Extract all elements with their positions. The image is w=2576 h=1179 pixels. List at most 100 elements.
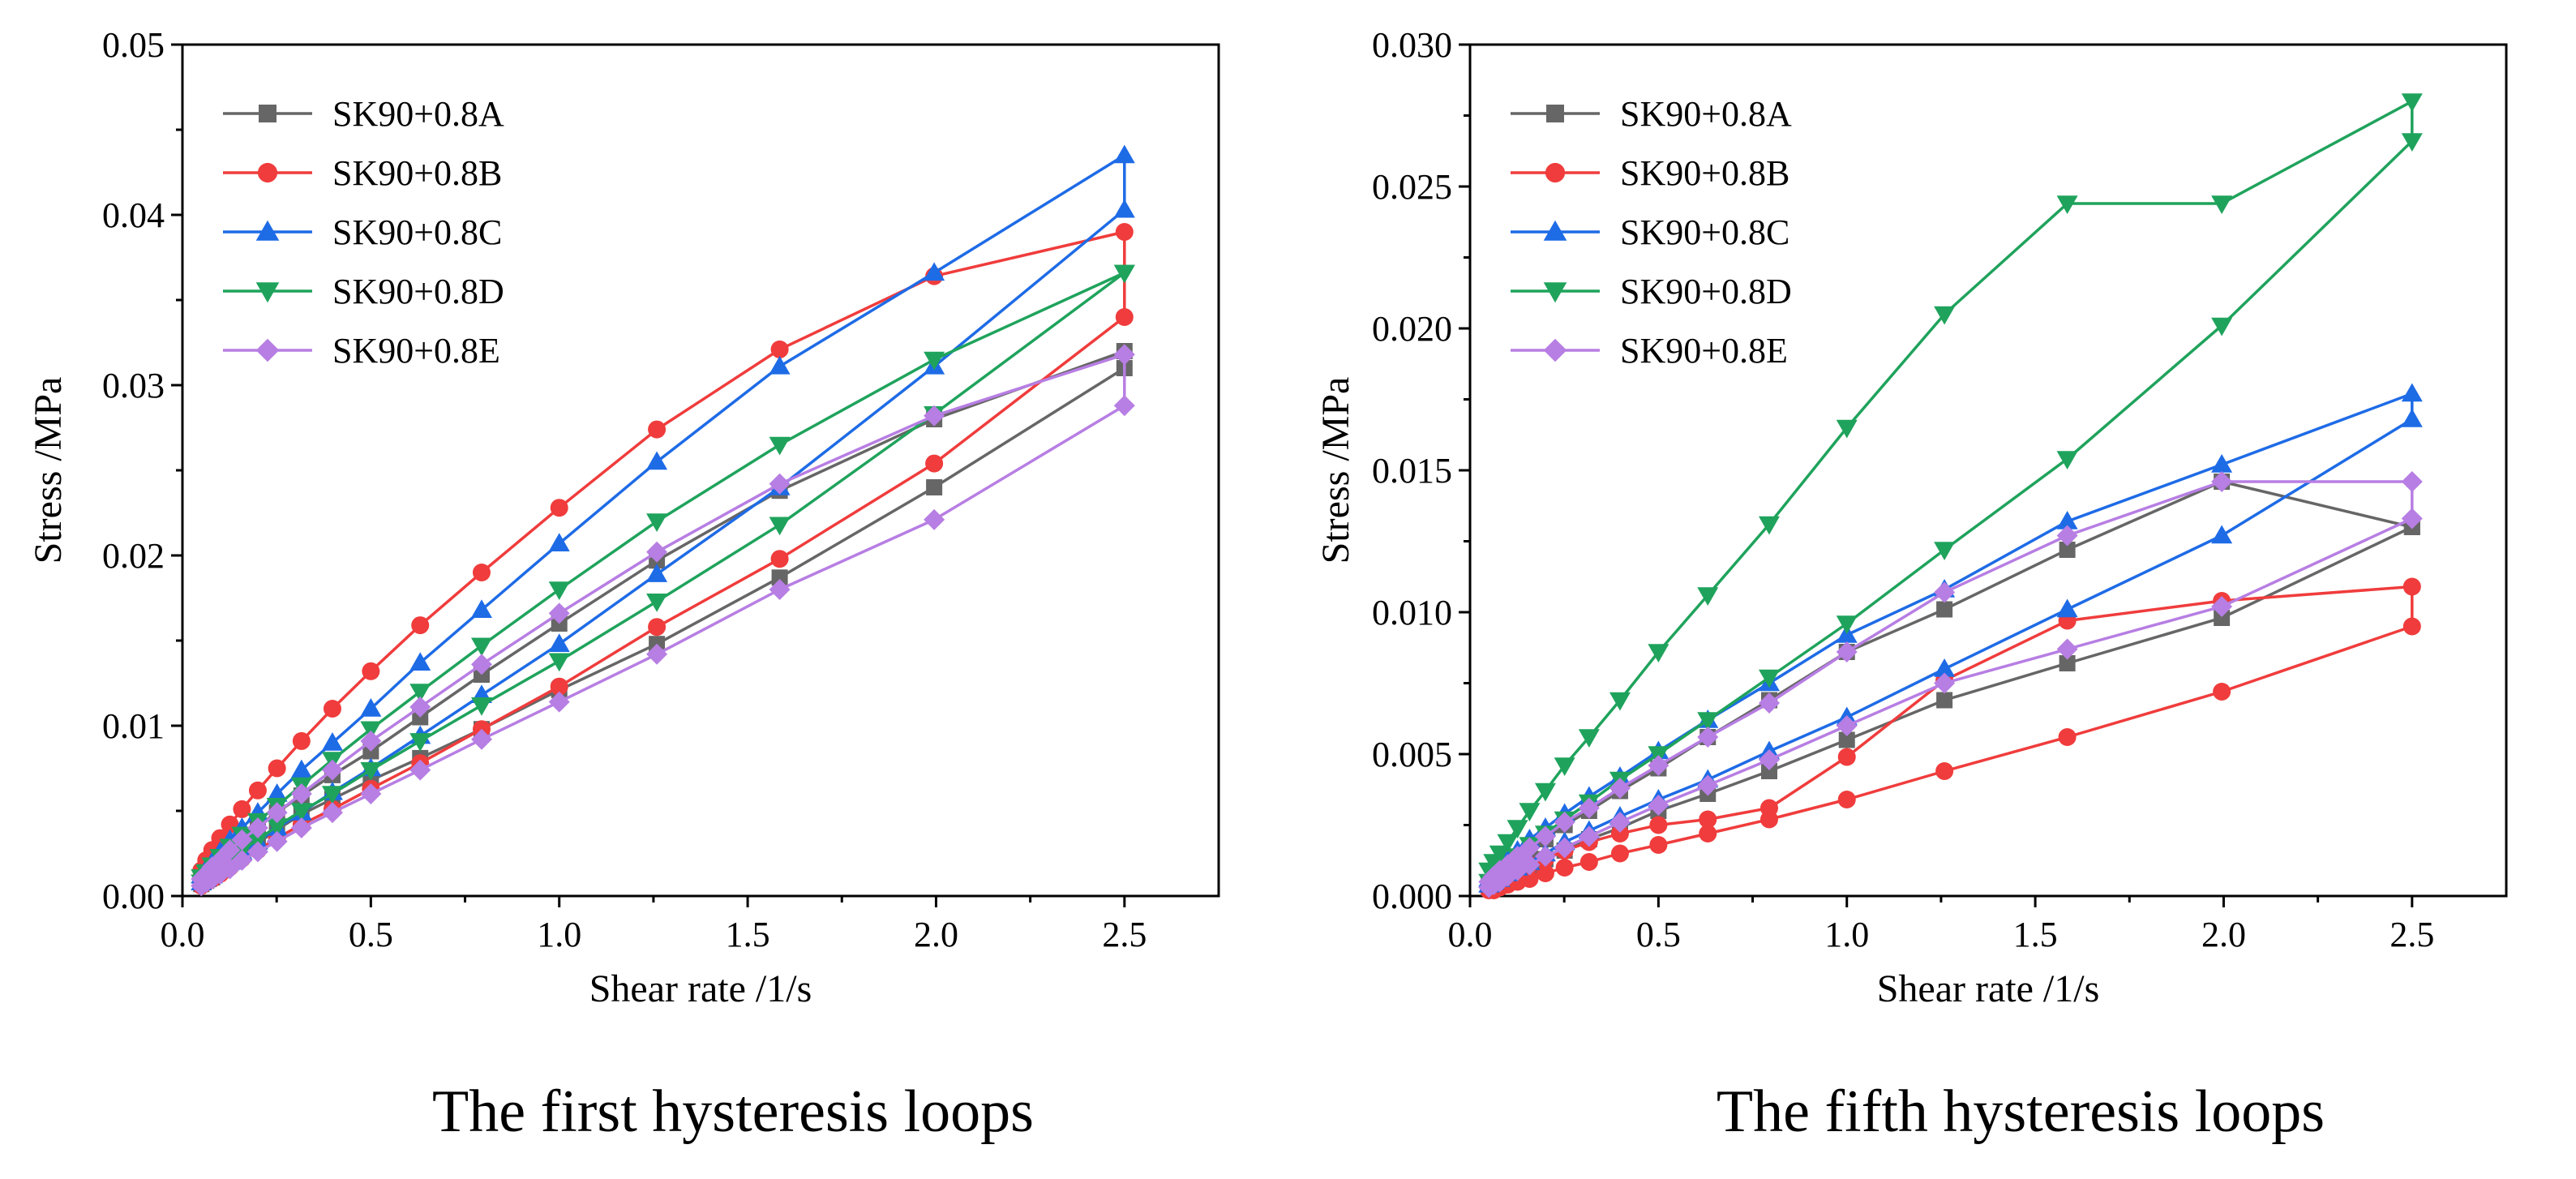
- legend-item: SK90+0.8B: [223, 153, 502, 193]
- legend-item: SK90+0.8C: [1511, 212, 1789, 252]
- data-point: [925, 454, 944, 473]
- data-point: [409, 759, 431, 781]
- data-point: [1697, 774, 1719, 796]
- data-point: [924, 351, 945, 371]
- data-point: [1489, 845, 1511, 864]
- x-tick-label: 2.5: [1102, 915, 1147, 954]
- data-point: [1507, 846, 1528, 867]
- data-point: [1760, 763, 1777, 779]
- data-point: [924, 262, 945, 281]
- data-point: [2056, 511, 2078, 529]
- data-point: [248, 781, 267, 800]
- data-point: [2214, 610, 2231, 626]
- chart-panel-fifth: 0.0 0.5 1.0 1.5 2.0 2.5 0.000 0.005 0.010 0.015 0.…: [1288, 0, 2575, 1175]
- legend-item: SK90+0.8A: [223, 94, 504, 134]
- legend-item: SK90+0.8D: [1511, 272, 1792, 311]
- data-point: [2056, 525, 2078, 547]
- data-point: [2401, 409, 2423, 427]
- y-tick-label: 0.020: [1372, 309, 1452, 349]
- data-point: [360, 730, 382, 752]
- data-point: [266, 818, 288, 837]
- data-point: [926, 479, 943, 495]
- data-point: [1113, 264, 1135, 284]
- data-point: [2401, 471, 2423, 492]
- data-point: [1519, 854, 1541, 876]
- legend-label: SK90+0.8D: [1620, 272, 1792, 311]
- data-point: [548, 581, 570, 600]
- data-point: [191, 875, 212, 897]
- y-tick-label: 0.05: [102, 25, 165, 65]
- data-point: [548, 691, 570, 713]
- legend-label: SK90+0.8B: [1620, 153, 1789, 193]
- x-tick-label: 0.0: [161, 915, 205, 954]
- data-point: [1610, 825, 1629, 842]
- data-point: [548, 633, 570, 652]
- legend: SK90+0.8A SK90+0.8B SK90+0.8C SK90+0.8D SK90…: [223, 94, 504, 371]
- data-point: [2211, 317, 2233, 337]
- data-point: [1113, 344, 1135, 366]
- data-point: [1697, 587, 1719, 606]
- y-axis-title: Stress /MPa: [27, 377, 70, 564]
- chart-fifth-hysteresis: 0.0 0.5 1.0 1.5 2.0 2.5 0.000 0.005 0.010 0.015 0.…: [1314, 25, 2508, 1145]
- data-point: [1113, 199, 1135, 218]
- data-point: [470, 599, 492, 618]
- data-point: [1534, 782, 1556, 802]
- y-tick-label: 0.030: [1372, 25, 1452, 65]
- data-point: [470, 728, 492, 750]
- data-point: [1759, 810, 1778, 829]
- data-point: [2056, 598, 2078, 618]
- data-point: [360, 721, 382, 740]
- legend-item: SK90+0.8B: [1511, 153, 1789, 193]
- data-point: [2401, 133, 2423, 152]
- legend: SK90+0.8A SK90+0.8B SK90+0.8C SK90+0.8D SK90…: [1511, 94, 1792, 371]
- data-point: [246, 831, 268, 851]
- data-point: [1554, 837, 1575, 859]
- data-point: [2211, 525, 2233, 544]
- legend-label: SK90+0.8C: [1620, 212, 1789, 252]
- data-point: [1507, 820, 1528, 838]
- data-point: [2059, 542, 2076, 558]
- data-point: [2211, 454, 2233, 473]
- y-tick-label: 0.01: [102, 706, 165, 746]
- chart-panel-first: 0.0 0.5 1.0 1.5 2.0 2.5 0.00 0.01 0.02 0.03 0.04 0.…: [0, 0, 1288, 1175]
- legend-label: SK90+0.8D: [332, 272, 504, 311]
- data-point: [266, 830, 288, 852]
- data-point: [769, 517, 791, 536]
- data-point: [1697, 727, 1719, 748]
- x-axis-title: Shear rate /1/s: [589, 967, 812, 1010]
- data-point: [548, 533, 570, 552]
- data-point: [646, 643, 668, 665]
- data-point: [1497, 834, 1519, 853]
- data-point: [2058, 728, 2077, 746]
- y-tick-label: 0.00: [102, 877, 165, 916]
- data-point: [1934, 542, 1956, 560]
- data-point: [1115, 223, 1134, 241]
- data-point: [924, 508, 945, 530]
- data-point: [231, 829, 253, 851]
- x-tick-label: 1.5: [2013, 915, 2058, 954]
- data-point: [1699, 825, 1717, 842]
- data-point: [2056, 451, 2078, 469]
- data-point: [1497, 865, 1519, 887]
- data-point: [1758, 749, 1780, 770]
- data-point: [2211, 471, 2233, 492]
- data-point: [1836, 641, 1858, 662]
- data-point: [2402, 617, 2421, 636]
- data-point: [470, 654, 492, 675]
- legend-label: SK90+0.8B: [332, 153, 502, 193]
- data-point: [2213, 683, 2231, 701]
- data-point: [2059, 655, 2076, 671]
- series-line: [1487, 392, 2414, 886]
- data-point: [1837, 748, 1856, 766]
- legend-marker: [255, 338, 280, 362]
- data-point: [1837, 791, 1856, 808]
- data-point: [646, 593, 668, 612]
- data-point: [769, 355, 791, 375]
- data-point: [292, 731, 311, 750]
- legend-marker: [255, 220, 280, 241]
- series-sk90-0-8e: [191, 344, 1135, 897]
- x-tick-label: 1.0: [1824, 915, 1869, 954]
- data-point: [1536, 864, 1554, 882]
- data-point: [770, 340, 789, 358]
- legend-marker: [1546, 105, 1564, 122]
